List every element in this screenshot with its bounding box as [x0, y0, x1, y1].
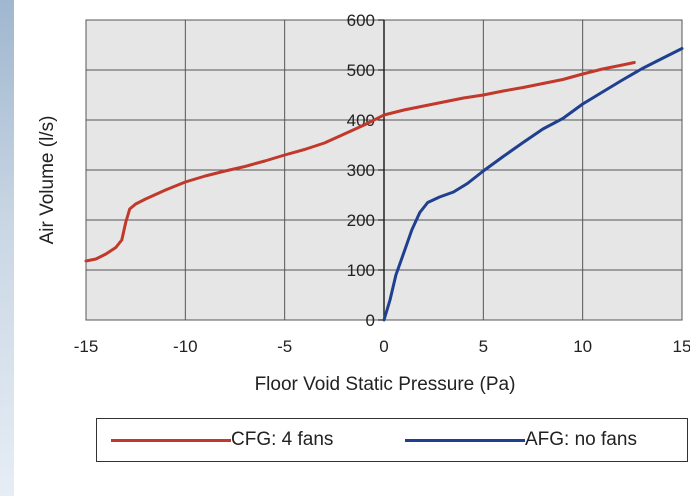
x-axis-label: Floor Void Static Pressure (Pa): [255, 374, 516, 395]
y-tick-label: 200: [347, 211, 375, 230]
legend-item-cfg: CFG: 4 fans: [111, 419, 333, 461]
x-tick-label: -15: [74, 337, 99, 356]
series-line-afg: [382, 47, 684, 322]
legend-swatch-afg: [405, 438, 525, 442]
legend: CFG: 4 fans AFG: no fans: [96, 418, 688, 462]
x-tick-label: 5: [479, 337, 488, 356]
x-tick-label: -10: [173, 337, 198, 356]
y-axis-label: Air Volume (l/s): [37, 116, 58, 245]
x-tick-label: 10: [573, 337, 592, 356]
legend-label-afg: AFG: no fans: [525, 429, 637, 450]
y-tick-label: 300: [347, 161, 375, 180]
y-tick-label: 0: [366, 311, 375, 330]
y-tick-label: 600: [347, 11, 375, 30]
y-tick-label: 400: [347, 111, 375, 130]
y-tick-label: 500: [347, 61, 375, 80]
x-tick-labels: -15 -10 -5 0 5 10 15: [74, 337, 690, 356]
legend-item-afg: AFG: no fans: [405, 419, 637, 461]
x-tick-label: 0: [379, 337, 388, 356]
legend-label-cfg: CFG: 4 fans: [231, 429, 334, 450]
y-tick-label: 100: [347, 261, 375, 280]
y-tick-labels: 0 100 200 300 400 500 600: [347, 11, 375, 330]
legend-swatch-cfg: [111, 438, 231, 442]
x-tick-label: -5: [277, 337, 292, 356]
series-line-cfg: [84, 61, 636, 263]
grid: [85, 19, 683, 321]
series-lines: [84, 47, 684, 322]
x-tick-label: 15: [673, 337, 690, 356]
